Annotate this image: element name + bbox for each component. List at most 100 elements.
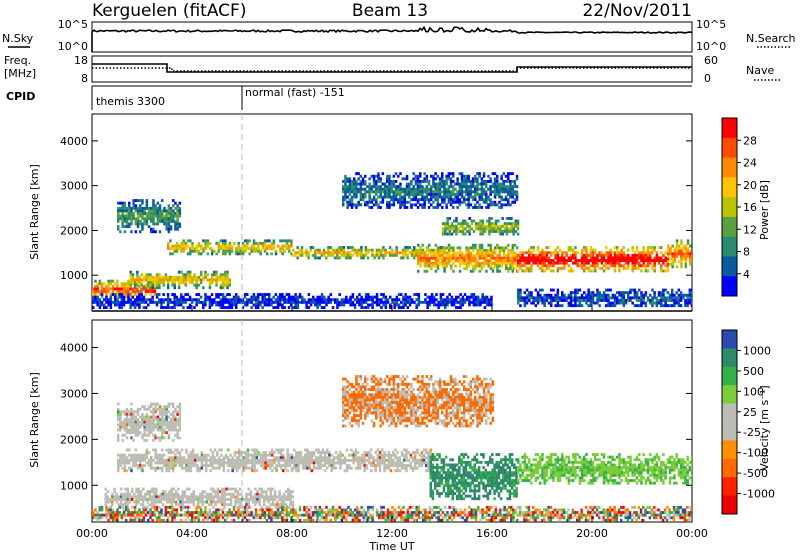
heatmap-cell (594, 251, 597, 255)
heatmap-cell (368, 187, 371, 191)
heatmap-cell (414, 187, 418, 191)
heatmap-cell (254, 300, 258, 304)
heatmap-cell (224, 252, 227, 256)
heatmap-cell (455, 217, 458, 220)
heatmap-cell (528, 269, 531, 273)
heatmap-cell (111, 495, 114, 499)
heatmap-cell (673, 299, 676, 302)
heatmap-cell (337, 456, 340, 460)
heatmap-cell (422, 461, 426, 465)
heatmap-cell (255, 456, 259, 460)
heatmap-cell (356, 300, 359, 304)
heatmap-cell (613, 296, 617, 300)
heatmap-cell (558, 304, 562, 308)
heatmap-cell (427, 200, 431, 204)
heatmap-cell (375, 180, 378, 183)
heatmap-cell (399, 185, 402, 189)
heatmap-cell (315, 461, 318, 465)
heatmap-cell (633, 266, 637, 270)
heatmap-cell (292, 298, 295, 302)
heatmap-cell (472, 254, 475, 258)
heatmap-cell (107, 300, 110, 304)
heatmap-cell (640, 296, 643, 300)
heatmap-cell (580, 256, 584, 260)
heatmap-cell (378, 303, 381, 307)
heatmap-cell (505, 217, 509, 220)
heatmap-cell (273, 490, 277, 494)
heatmap-cell (410, 206, 413, 209)
heatmap-cell (684, 244, 688, 248)
heatmap-cell (580, 299, 584, 302)
heatmap-cell (170, 490, 173, 494)
heatmap-cell (402, 251, 405, 255)
heatmap-cell (530, 253, 533, 257)
heatmap-cell (444, 300, 447, 304)
heatmap-cell (290, 244, 293, 248)
heatmap-cell (490, 217, 493, 220)
heatmap-cell (583, 253, 586, 257)
heatmap-cell (129, 300, 132, 304)
heatmap-cell (434, 256, 438, 260)
heatmap-cell (174, 201, 177, 205)
heatmap-cell (322, 248, 326, 252)
freq-label-line1: Freq. (4, 54, 31, 67)
heatmap-cell (139, 490, 143, 494)
heatmap-cell (561, 293, 564, 297)
heatmap-cell (413, 246, 416, 249)
heatmap-cell (226, 244, 229, 248)
heatmap-cell (135, 498, 138, 501)
heatmap-cell (105, 298, 108, 302)
heatmap-cell (489, 185, 492, 189)
heatmap-cell (653, 264, 656, 268)
heatmap-cell (368, 182, 371, 186)
heatmap-cell (227, 487, 231, 491)
heatmap-cell (154, 206, 157, 210)
heatmap-cell (229, 498, 233, 501)
heatmap-cell (435, 303, 438, 307)
heatmap-cell (150, 217, 153, 221)
heatmap-cell (500, 187, 503, 191)
heatmap-cell (574, 251, 577, 255)
heatmap-cell (113, 490, 116, 494)
heatmap-cell (144, 498, 147, 501)
heatmap-cell (545, 256, 549, 260)
heatmap-cell (184, 242, 188, 245)
heatmap-cell (359, 190, 363, 194)
heatmap-cell (144, 300, 148, 304)
heatmap-cell (194, 498, 198, 501)
heatmap-cell (133, 492, 136, 496)
heatmap-cell (344, 187, 347, 191)
heatmap-cell (332, 464, 336, 467)
heatmap-cell (256, 495, 259, 499)
heatmap-cell (477, 295, 480, 299)
heatmap-cell (124, 503, 127, 507)
heatmap-cell (509, 185, 512, 189)
heatmap-cell (314, 256, 317, 260)
colorbar-swatch (722, 256, 737, 277)
heatmap-cell (461, 227, 465, 231)
heatmap-cell (408, 193, 411, 196)
heatmap-cell (425, 187, 429, 191)
heatmap-cell (452, 249, 455, 252)
heatmap-cell (547, 296, 551, 300)
heatmap-cell (236, 498, 239, 501)
heatmap-cell (662, 261, 665, 265)
heatmap-cell (425, 269, 429, 273)
heatmap-cell (301, 461, 305, 465)
heatmap-cell (214, 503, 217, 507)
heatmap-cell (467, 264, 471, 268)
heatmap-cell (372, 461, 375, 465)
heatmap-cell (574, 296, 577, 300)
heatmap-cell (172, 495, 176, 499)
heatmap-cell (237, 247, 240, 251)
heatmap-cell (680, 255, 683, 258)
heatmap-cell (500, 246, 504, 250)
heatmap-cell (547, 266, 551, 270)
heatmap-cell (485, 185, 488, 189)
heatmap-cell (642, 248, 645, 252)
heatmap-cell (140, 290, 143, 293)
heatmap-cell (439, 298, 443, 302)
heatmap-cell (470, 219, 474, 223)
heatmap-cell (282, 464, 285, 467)
heatmap-cell (556, 256, 560, 260)
